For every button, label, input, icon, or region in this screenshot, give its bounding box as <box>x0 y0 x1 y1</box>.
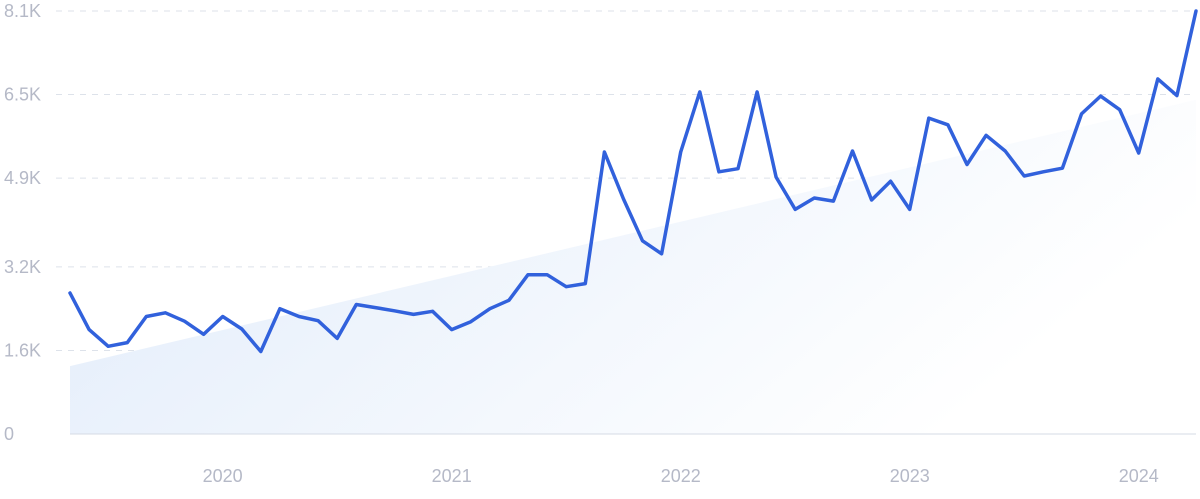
x-tick-label: 2024 <box>1119 466 1159 486</box>
x-axis-ticks: 2020 2021 2022 2023 2024 <box>203 466 1159 486</box>
series-line <box>68 9 1198 354</box>
y-tick-label: 8.1K <box>4 1 41 21</box>
x-tick-label: 2022 <box>661 466 701 486</box>
y-tick-label: 6.5K <box>4 85 41 105</box>
x-tick-label: 2020 <box>203 466 243 486</box>
y-axis-ticks: 0 1.6K 3.2K 4.9K 6.5K 8.1K <box>4 1 41 444</box>
x-tick-label: 2021 <box>432 466 472 486</box>
y-tick-label: 1.6K <box>4 340 41 360</box>
y-tick-label: 4.9K <box>4 168 41 188</box>
x-tick-label: 2023 <box>890 466 930 486</box>
y-tick-label: 3.2K <box>4 257 41 277</box>
y-tick-label: 0 <box>4 424 14 444</box>
